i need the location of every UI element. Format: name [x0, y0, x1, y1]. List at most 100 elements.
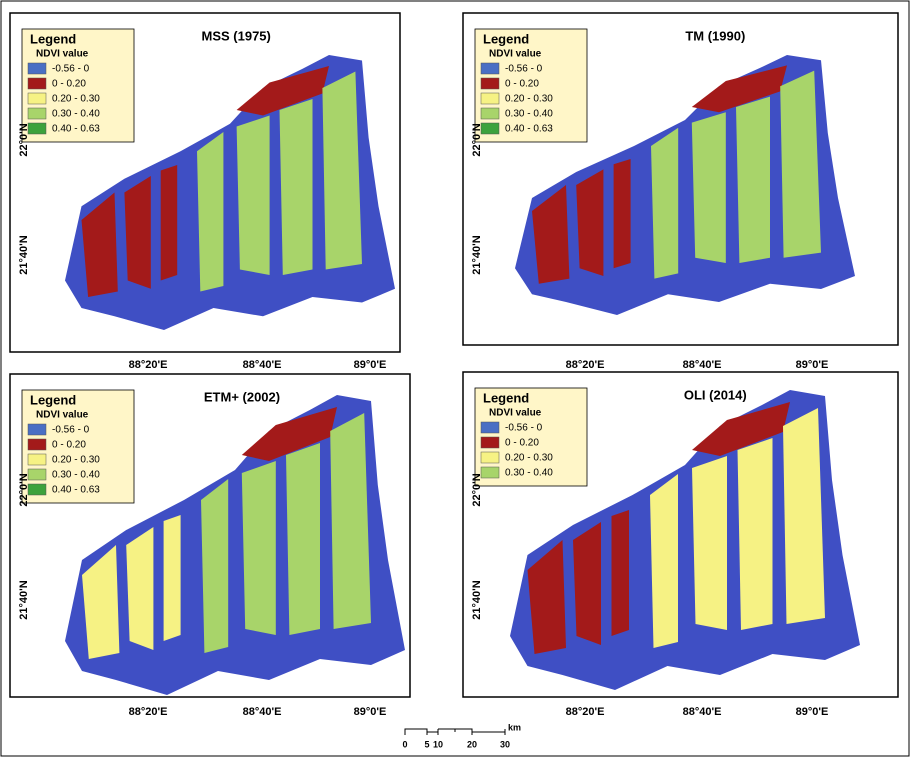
legend-swatch: [28, 123, 46, 134]
land-patch: [161, 165, 178, 281]
land-patch: [242, 461, 276, 635]
legend-label: 0.30 - 0.40: [52, 109, 100, 120]
legend-label: 0 - 0.20: [505, 79, 539, 90]
longitude-label: 88°40'E: [683, 359, 722, 371]
latitude-label: 22°0'N: [471, 473, 483, 506]
legend-label: -0.56 - 0: [52, 64, 90, 75]
map-panel: MSS (1975) Legend NDVI value -0.56 - 0 0 - 0…: [10, 13, 400, 371]
scale-unit: km: [508, 722, 521, 732]
panel-title: TM (1990): [685, 28, 745, 43]
land-patch: [576, 169, 603, 276]
land-patch: [650, 474, 678, 648]
legend-label: 0.40 - 0.63: [52, 485, 100, 496]
land-patch: [738, 438, 773, 630]
legend-swatch: [481, 108, 499, 119]
legend-swatch: [481, 422, 499, 433]
scale-label: 5: [424, 739, 429, 749]
legend-label: 0.30 - 0.40: [505, 109, 553, 120]
legend-subtitle: NDVI value: [36, 410, 89, 421]
panel-title: OLI (2014): [684, 387, 747, 402]
land-patch: [692, 112, 726, 263]
legend-swatch: [28, 439, 46, 450]
legend-label: -0.56 - 0: [505, 64, 543, 75]
land-patch: [736, 97, 770, 263]
legend-subtitle: NDVI value: [489, 408, 542, 419]
land-patch: [573, 522, 601, 645]
map-panel: TM (1990) Legend NDVI value -0.56 - 0 0 - 0.…: [463, 13, 898, 371]
scale-label: 20: [467, 739, 477, 749]
land-patch: [126, 527, 153, 650]
scale-label: 30: [500, 739, 510, 749]
longitude-label: 89°0'E: [354, 359, 387, 371]
legend-swatch: [481, 123, 499, 134]
land-patch: [783, 408, 825, 624]
legend-label: 0.40 - 0.63: [505, 124, 553, 135]
land-patch: [612, 510, 630, 636]
legend-title: Legend: [30, 392, 76, 407]
latitude-label: 21°40'N: [471, 235, 483, 274]
panel-title: MSS (1975): [202, 28, 271, 43]
land-patch: [164, 515, 181, 641]
legend-swatch: [28, 424, 46, 435]
longitude-label: 88°20'E: [566, 706, 605, 718]
land-patch: [322, 72, 362, 270]
legend-title: Legend: [30, 31, 76, 46]
land-patch: [692, 456, 727, 630]
legend-swatch: [481, 93, 499, 104]
legend-swatch: [481, 452, 499, 463]
legend-swatch: [481, 437, 499, 448]
land-patch: [280, 99, 313, 275]
latitude-label: 22°0'N: [18, 473, 30, 506]
legend-swatch: [28, 484, 46, 495]
longitude-label: 88°40'E: [683, 706, 722, 718]
legend-swatch: [28, 454, 46, 465]
land-patch: [651, 128, 678, 279]
land-patch: [780, 71, 821, 258]
legend-label: 0.20 - 0.30: [52, 455, 100, 466]
longitude-label: 88°20'E: [129, 359, 168, 371]
latitude-label: 21°40'N: [18, 235, 30, 274]
latitude-label: 22°0'N: [471, 123, 483, 156]
land-patch: [237, 116, 270, 276]
figure: N MSS (1975)LegendNDVI value-0.56 - 00 -…: [0, 0, 911, 758]
land-patch: [197, 132, 223, 292]
legend-swatch: [28, 78, 46, 89]
latitude-label: 21°40'N: [471, 580, 483, 619]
longitude-label: 89°0'E: [796, 359, 829, 371]
legend-title: Legend: [483, 31, 529, 46]
land-patch: [201, 479, 228, 653]
longitude-label: 89°0'E: [796, 706, 829, 718]
map-panel: ETM+ (2002) Legend NDVI value -0.56 - 0 0 - …: [10, 374, 410, 718]
legend-label: 0 - 0.20: [505, 438, 539, 449]
legend-swatch: [28, 108, 46, 119]
legend-label: 0.30 - 0.40: [52, 470, 100, 481]
longitude-label: 88°40'E: [243, 359, 282, 371]
land-patch: [330, 413, 371, 629]
longitude-label: 88°20'E: [129, 706, 168, 718]
legend-label: 0.30 - 0.40: [505, 468, 553, 479]
legend-subtitle: NDVI value: [36, 49, 89, 60]
legend-label: 0 - 0.20: [52, 440, 86, 451]
legend-swatch: [481, 63, 499, 74]
legend-label: 0.20 - 0.30: [505, 94, 553, 105]
legend-title: Legend: [483, 390, 529, 405]
latitude-label: 21°40'N: [18, 580, 30, 619]
legend-label: 0.20 - 0.30: [505, 453, 553, 464]
longitude-label: 88°40'E: [243, 706, 282, 718]
panel-title: ETM+ (2002): [204, 389, 280, 404]
land-patch: [614, 159, 631, 268]
longitude-label: 88°20'E: [566, 359, 605, 371]
legend-swatch: [28, 93, 46, 104]
legend-label: -0.56 - 0: [52, 425, 90, 436]
legend-subtitle: NDVI value: [489, 49, 542, 60]
legend-swatch: [481, 78, 499, 89]
legend-label: 0.40 - 0.63: [52, 124, 100, 135]
legend-label: 0 - 0.20: [52, 79, 86, 90]
land-patch: [124, 176, 150, 289]
legend-swatch: [481, 467, 499, 478]
scale-label: 10: [433, 739, 443, 749]
legend-swatch: [28, 63, 46, 74]
legend-label: 0.20 - 0.30: [52, 94, 100, 105]
land-patch: [286, 443, 320, 635]
